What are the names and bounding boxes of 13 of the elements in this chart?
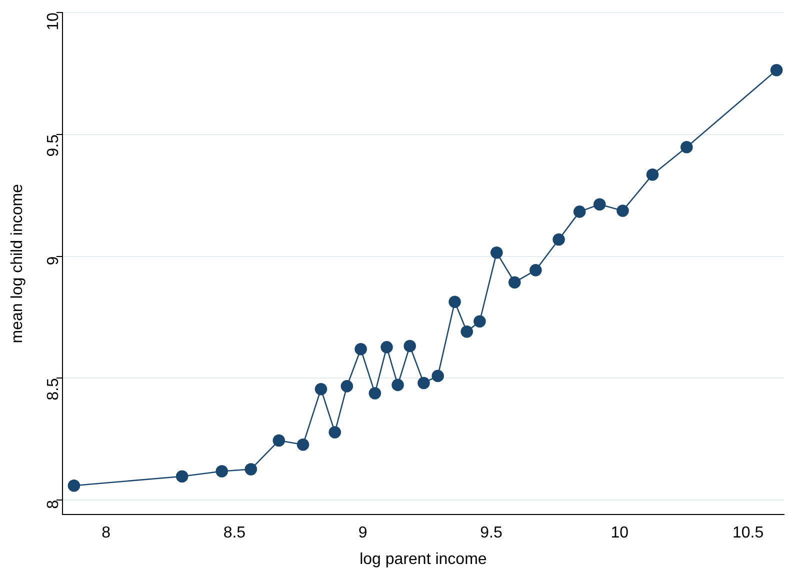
y-tick-label: 8 xyxy=(44,500,62,509)
y-axis-title: mean log child income xyxy=(9,184,26,344)
x-tick-label: 10.5 xyxy=(732,524,764,542)
x-tick-label: 9.5 xyxy=(480,524,502,542)
y-tick-label: 8.5 xyxy=(44,378,62,400)
x-tick-label: 10 xyxy=(610,524,629,542)
x-tick-label: 8 xyxy=(102,524,111,542)
x-axis-title: log parent income xyxy=(360,550,487,568)
x-tick-label: 8.5 xyxy=(223,524,246,542)
x-tick-label: 9 xyxy=(358,524,368,542)
y-tick-label: 10 xyxy=(44,12,62,30)
y-tick-label: 9.5 xyxy=(44,134,62,157)
y-tick-label: 9 xyxy=(44,256,62,266)
